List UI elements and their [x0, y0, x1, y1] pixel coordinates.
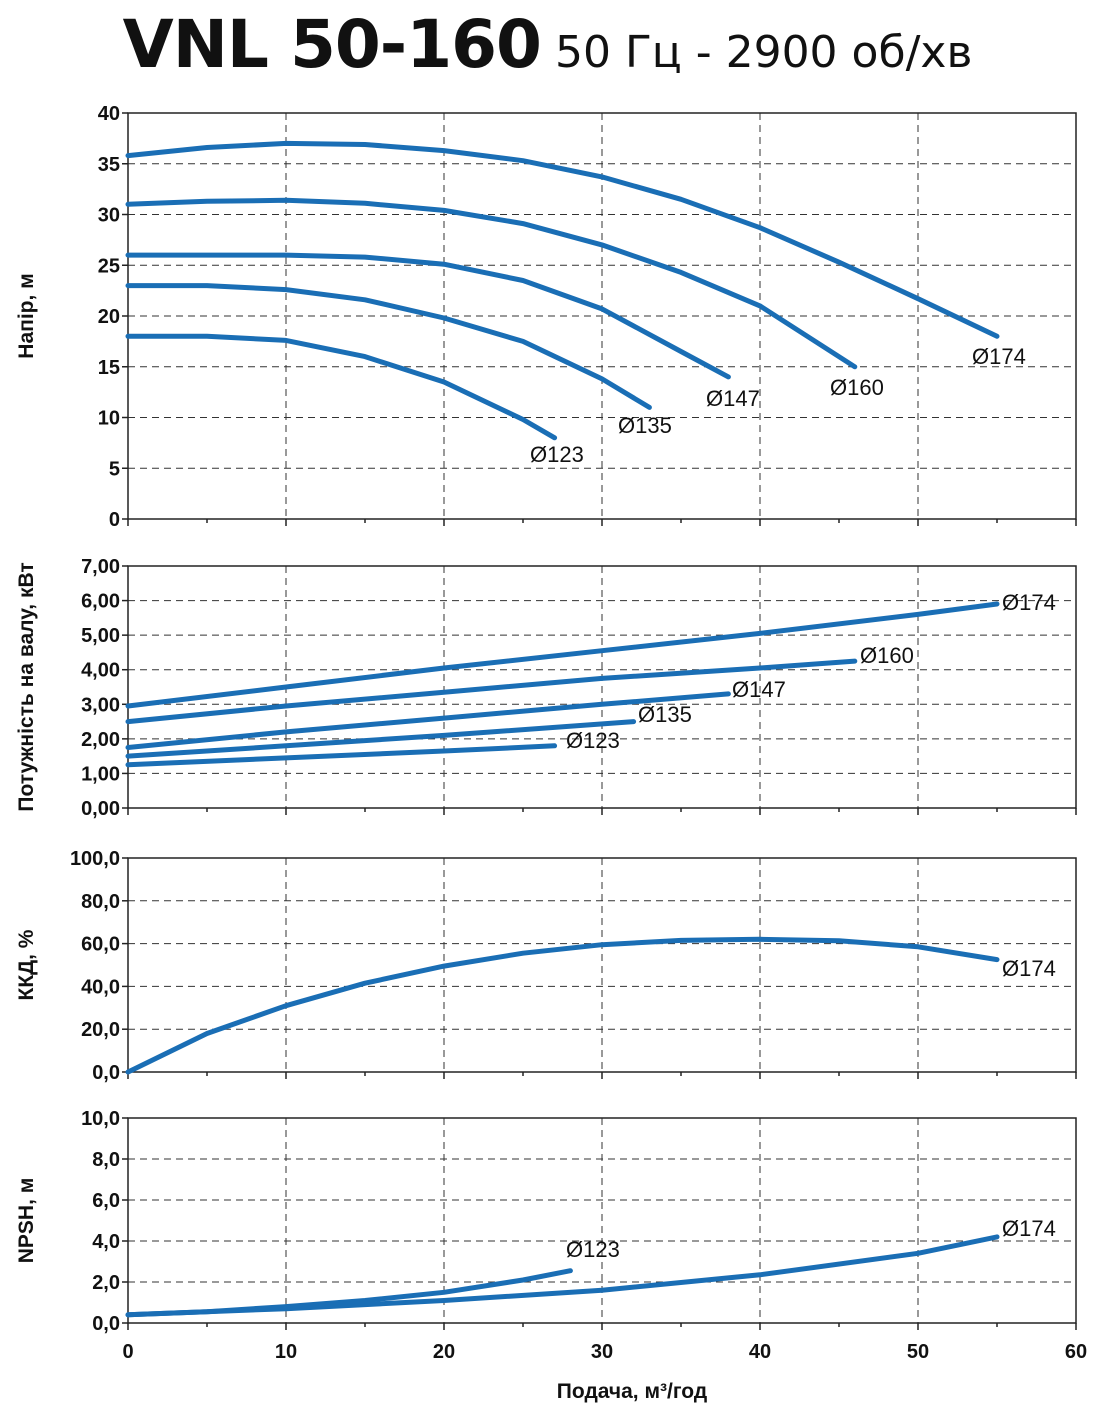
npsh-xtick-label: 60: [1065, 1341, 1087, 1363]
power-ytick-label: 3,00: [81, 694, 120, 716]
head-series-label-160: Ø160: [830, 375, 884, 400]
title-main: VNL 50-160: [122, 6, 542, 83]
power-curve-174: [125, 601, 1000, 709]
npsh-y-axis-label: NPSH, м: [15, 1178, 38, 1264]
npsh-xtick-label: 10: [275, 1341, 297, 1363]
head-curve-147: [125, 252, 731, 380]
power-curve-135: [125, 719, 637, 759]
npsh-ytick-label: 2,0: [92, 1272, 120, 1294]
head-series-label-123: Ø123: [530, 442, 584, 467]
power-plot-frame: [127, 565, 1077, 809]
head-y-axis-label: Напір, м: [15, 273, 38, 358]
head-curve-160: [125, 197, 858, 370]
power-series-label-135: Ø135: [638, 702, 692, 727]
npsh-ytick-label: 6,0: [92, 1190, 120, 1212]
efficiency-ytick-label: 0,0: [92, 1062, 120, 1084]
power-ytick-label: 1,00: [81, 763, 120, 785]
npsh-xtick-label: 0: [122, 1341, 133, 1363]
power-curve-147: [125, 691, 731, 750]
npsh-ytick-label: 10,0: [81, 1108, 120, 1130]
head-ytick-label: 20: [98, 306, 120, 328]
efficiency-ytick-label: 40,0: [81, 976, 120, 998]
efficiency-plot-frame: [127, 857, 1077, 1073]
npsh-curve-174: [125, 1234, 1000, 1318]
npsh-xtick-label: 20: [433, 1341, 455, 1363]
npsh-ytick-label: 8,0: [92, 1149, 120, 1171]
efficiency-ytick-label: 20,0: [81, 1019, 120, 1041]
npsh-series-label-123: Ø123: [566, 1237, 620, 1262]
power-series-label-174: Ø174: [1002, 590, 1056, 615]
head-curve-123: [125, 333, 558, 441]
power-ytick-label: 0,00: [81, 798, 120, 820]
power-ytick-label: 6,00: [81, 591, 120, 613]
npsh-xtick-label: 30: [591, 1341, 613, 1363]
head-ytick-label: 25: [98, 255, 120, 277]
power-ytick-label: 5,00: [81, 625, 120, 647]
power-series-label-160: Ø160: [860, 643, 914, 668]
power-ytick-label: 4,00: [81, 660, 120, 682]
power-series-label-123: Ø123: [566, 728, 620, 753]
npsh-series-label-174: Ø174: [1002, 1216, 1056, 1241]
efficiency-ytick-label: 80,0: [81, 891, 120, 913]
head-curve-174: [125, 140, 1000, 339]
power-curve-123: [125, 743, 558, 768]
head-ytick-label: 0: [109, 509, 120, 531]
power-series-label-147: Ø147: [732, 677, 786, 702]
head-curve-135: [125, 283, 652, 410]
efficiency-y-axis-label: ККД, %: [15, 929, 38, 1000]
chart-title: VNL 50-160 50 Гц - 2900 об/хв: [0, 6, 1095, 83]
npsh-xtick-label: 50: [907, 1341, 929, 1363]
npsh-plot-frame: [127, 1117, 1077, 1324]
head-ytick-label: 30: [98, 205, 120, 227]
power-ytick-label: 7,00: [81, 556, 120, 578]
efficiency-ytick-label: 100,0: [70, 848, 120, 870]
npsh-xtick-label: 40: [749, 1341, 771, 1363]
head-ytick-label: 5: [109, 458, 120, 480]
title-subtitle: 50 Гц - 2900 об/хв: [554, 27, 973, 78]
efficiency-ytick-label: 60,0: [81, 934, 120, 956]
npsh-curve-123: [125, 1268, 573, 1318]
x-axis-label: Подача, м³/год: [557, 1380, 707, 1403]
power-y-axis-label: Потужність на валу, кВт: [15, 562, 38, 811]
power-curve-160: [125, 658, 858, 725]
head-ytick-label: 10: [98, 408, 120, 430]
power-ytick-label: 2,00: [81, 729, 120, 751]
npsh-ytick-label: 4,0: [92, 1231, 120, 1253]
head-ytick-label: 15: [98, 357, 120, 379]
head-ytick-label: 40: [98, 103, 120, 125]
head-ytick-label: 35: [98, 154, 120, 176]
head-series-label-147: Ø147: [706, 386, 760, 411]
efficiency-curve-174: [125, 936, 1000, 1075]
efficiency-series-label-174: Ø174: [1002, 956, 1056, 981]
head-series-label-135: Ø135: [618, 413, 672, 438]
head-series-label-174: Ø174: [972, 344, 1026, 369]
head-plot-frame: [127, 112, 1077, 520]
npsh-ytick-label: 0,0: [92, 1313, 120, 1335]
